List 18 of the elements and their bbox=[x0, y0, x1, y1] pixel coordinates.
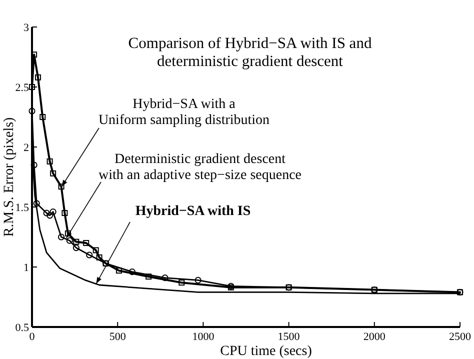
x-axis-title: CPU time (secs) bbox=[220, 344, 312, 359]
annotation: Hybrid−SA with IS bbox=[135, 204, 251, 219]
text: Comparison of Hybrid−SA with IS and deterministic gradient descent bbox=[128, 35, 372, 70]
annotation: Deterministic gradient descent with an adaptive step−size sequence bbox=[98, 152, 302, 183]
x-tick-label: 2500 bbox=[449, 331, 472, 343]
x-tick-label: 500 bbox=[109, 331, 126, 343]
x-tick-label: 2000 bbox=[363, 331, 386, 343]
y-tick-label: 2 bbox=[24, 142, 29, 154]
x-tick-label: 1500 bbox=[278, 331, 300, 343]
y-axis-title: R.M.S. Error (pixels) bbox=[2, 116, 17, 237]
y-tick-label: 0.5 bbox=[15, 322, 30, 334]
x-tick-label: 0 bbox=[29, 331, 36, 343]
y-tick-label: 3 bbox=[24, 22, 30, 34]
x-tick-label: 1000 bbox=[192, 331, 215, 343]
y-tick-label: 2.5 bbox=[15, 82, 30, 94]
annotation: Hybrid−SA with a Uniform sampling distribution bbox=[98, 97, 270, 128]
y-tick-label: 1.5 bbox=[15, 202, 30, 214]
y-tick-label: 1 bbox=[24, 262, 29, 274]
